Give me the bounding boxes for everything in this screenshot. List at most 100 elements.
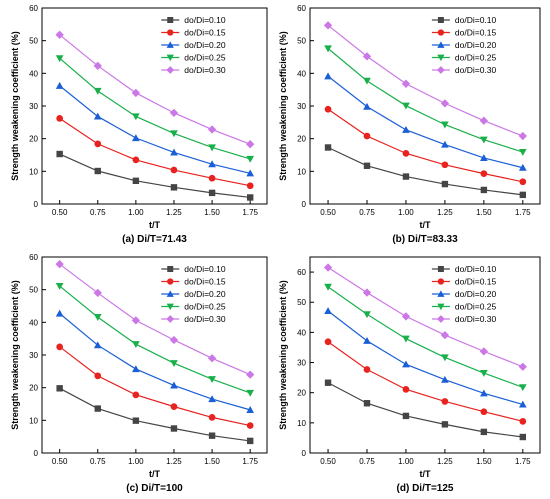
data-point (55, 260, 64, 269)
x-tick-label: 1.75 (515, 208, 531, 217)
data-point (441, 375, 449, 383)
data-point (324, 283, 332, 291)
legend-label: do/Di=0.15 (455, 28, 497, 38)
legend-marker (437, 54, 445, 62)
data-point (208, 395, 216, 403)
legend-label: do/Di=0.10 (184, 15, 226, 25)
data-point (440, 330, 450, 340)
x-tick-label: 1.50 (204, 457, 220, 466)
series-line-1 (59, 387, 251, 442)
data-point (401, 312, 411, 321)
data-point (131, 88, 141, 98)
legend-label: do/Di=0.25 (184, 53, 226, 63)
legend-marker (437, 278, 445, 285)
data-point (132, 113, 140, 121)
legend-marker (437, 29, 445, 36)
y-axis-title: Strength weakening coefficient (%) (278, 31, 288, 181)
series-line-5 (327, 267, 524, 368)
data-point (441, 161, 449, 169)
legend-label: do/Di=0.30 (455, 314, 497, 324)
series-line-1 (327, 382, 523, 438)
legend-marker (166, 66, 175, 74)
legend-marker (437, 66, 445, 74)
data-point (132, 341, 140, 349)
y-tick-label: 20 (297, 389, 306, 398)
series-line-4 (59, 57, 251, 160)
panel-caption: (a) Di/T=71.43 (122, 234, 187, 245)
x-tick-label: 0.75 (359, 208, 375, 217)
data-point (55, 30, 64, 39)
data-point (55, 309, 64, 317)
legend-label: do/Di=0.25 (455, 302, 497, 312)
legend-marker (167, 278, 174, 285)
data-point (246, 140, 255, 149)
y-tick-label: 50 (297, 37, 306, 46)
y-tick-label: 50 (29, 286, 38, 295)
data-point (132, 134, 140, 142)
data-point (324, 144, 332, 151)
data-point (323, 21, 333, 30)
plot-frame (309, 256, 541, 454)
data-point (323, 263, 333, 272)
y-tick-label: 60 (297, 268, 306, 277)
data-point (519, 191, 527, 199)
data-point (246, 169, 255, 177)
x-tick-label: 1.75 (242, 208, 258, 217)
chart-panel-4: 0 10 20 30 40 50 60 0.50 0.75 1.00 1.25 1.50 1.75 t/T… (278, 256, 541, 494)
x-tick-label: 0.75 (90, 208, 106, 217)
y-tick-label: 60 (29, 4, 38, 13)
x-tick-label: 1.50 (204, 208, 220, 217)
x-tick-label: 1.25 (437, 208, 453, 217)
data-point (324, 307, 332, 315)
data-point (363, 366, 371, 373)
x-tick-label: 0.75 (90, 457, 106, 466)
x-tick-label: 0.75 (359, 457, 375, 466)
data-point (93, 87, 102, 95)
data-point (324, 45, 332, 53)
data-point (518, 384, 527, 392)
data-point (441, 354, 449, 362)
series-line-3 (327, 310, 523, 406)
x-tick-label: 0.50 (320, 457, 336, 466)
data-point (362, 52, 372, 61)
series-line-5 (59, 34, 251, 145)
legend-label: do/Di=0.30 (455, 65, 497, 75)
data-point (479, 347, 489, 356)
x-axis-title: t/T (420, 469, 431, 479)
data-point (131, 316, 141, 325)
data-point (324, 105, 332, 113)
data-point (441, 398, 449, 405)
y-tick-label: 20 (29, 384, 38, 393)
y-tick-label: 50 (297, 298, 306, 307)
legend-marker (166, 303, 174, 311)
y-axis-title: Strength weakening coefficient (%) (10, 31, 20, 181)
data-point (246, 370, 255, 379)
plot-frame (41, 7, 268, 205)
y-tick-label: 0 (302, 449, 307, 458)
data-point (363, 132, 371, 140)
x-tick-label: 1.75 (515, 457, 531, 466)
y-tick-label: 50 (29, 37, 38, 46)
data-point (169, 335, 179, 345)
data-point (246, 194, 254, 201)
data-point (518, 148, 527, 156)
series-line-4 (327, 286, 524, 388)
data-point (401, 79, 411, 88)
legend-label: do/Di=0.20 (184, 289, 226, 299)
series-line-3 (59, 313, 251, 411)
y-tick-label: 60 (297, 4, 306, 13)
data-point (479, 116, 489, 125)
data-point (480, 428, 488, 436)
data-point (170, 425, 178, 432)
series-line-4 (59, 285, 251, 394)
y-tick-label: 10 (29, 167, 38, 176)
y-axis-title: Strength weakening coefficient (%) (278, 280, 288, 430)
data-point (93, 341, 102, 349)
data-point (132, 417, 140, 424)
y-tick-label: 20 (297, 135, 306, 144)
data-point (207, 354, 217, 363)
data-point (93, 314, 102, 321)
series-line-5 (327, 24, 524, 137)
x-tick-label: 1.00 (398, 208, 414, 217)
